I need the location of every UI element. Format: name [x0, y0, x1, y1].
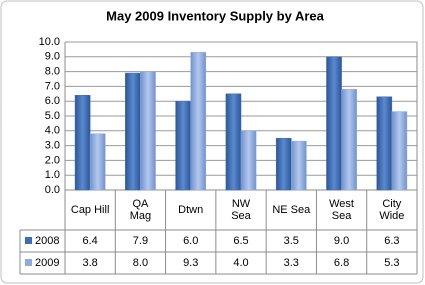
x-tick-label: NE Sea: [272, 204, 311, 216]
y-tick-label: 6.0: [45, 95, 60, 107]
data-table-value: 6.3: [384, 235, 399, 247]
y-tick-label: 2.0: [45, 154, 60, 166]
bar: [175, 100, 191, 191]
legend-key: [25, 237, 32, 244]
bar: [225, 93, 242, 191]
x-tick-label: City Wide: [379, 198, 405, 222]
y-tick-label: 8.0: [45, 66, 60, 78]
bar: [326, 56, 342, 191]
data-table-value: 3.8: [82, 257, 97, 269]
x-tick-label: QA Mag: [129, 198, 152, 222]
bar: [125, 72, 141, 191]
bar: [89, 133, 106, 191]
y-tick-label: 4.0: [45, 125, 60, 137]
bar: [140, 71, 156, 191]
y-tick-label: 0.0: [45, 184, 60, 196]
y-tick-label: 10.0: [39, 36, 60, 48]
bar: [190, 52, 207, 191]
y-tick-label: 7.0: [45, 80, 60, 92]
data-table-value: 6.4: [82, 235, 97, 247]
data-table-value: 6.0: [183, 235, 198, 247]
data-table-value: 7.9: [133, 235, 148, 247]
x-tick-label: Cap Hill: [70, 204, 110, 216]
data-table-value: 5.3: [384, 257, 399, 269]
y-tick-label: 1.0: [45, 169, 60, 181]
data-table-value: 9.0: [334, 235, 349, 247]
data-table-value: 9.3: [183, 257, 198, 269]
data-table-value: 6.8: [334, 257, 349, 269]
data-table-value: 3.3: [284, 257, 299, 269]
y-tick-label: 5.0: [45, 110, 60, 122]
y-tick-label: 9.0: [45, 51, 60, 63]
bar: [391, 111, 408, 191]
chart-title: May 2009 Inventory Supply by Area: [106, 8, 324, 23]
x-tick-label: NW Sea: [231, 198, 251, 222]
data-table-value: 4.0: [233, 257, 248, 269]
data-table-value: 3.5: [284, 235, 299, 247]
x-tick-label: West Sea: [329, 198, 354, 222]
bar: [74, 95, 91, 191]
y-tick-label: 3.0: [45, 140, 60, 152]
data-table-value: 6.5: [233, 235, 248, 247]
x-tick-label: Dtwn: [178, 204, 204, 216]
bar: [341, 89, 357, 191]
bar: [376, 96, 393, 191]
legend-label: 2009: [35, 257, 59, 269]
data-table-value: 8.0: [133, 257, 148, 269]
legend-key: [25, 259, 32, 266]
legend-label: 2008: [35, 235, 59, 247]
bar: [240, 130, 257, 191]
bar: [291, 140, 307, 191]
bar: [275, 137, 292, 191]
